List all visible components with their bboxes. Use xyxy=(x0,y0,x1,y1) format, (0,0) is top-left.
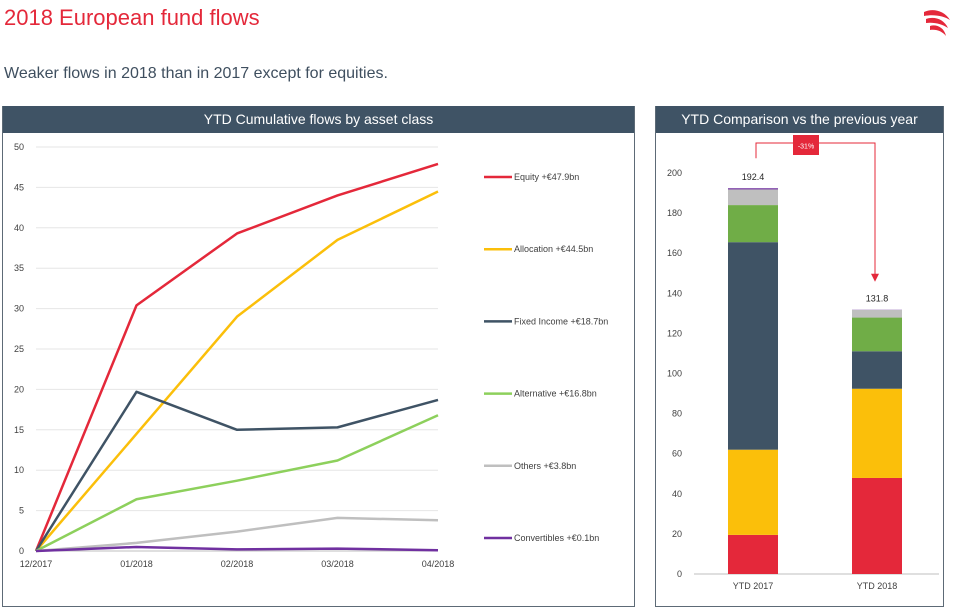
bar-segment xyxy=(728,205,778,242)
bar-total-label: 192.4 xyxy=(742,172,765,182)
legend-label: Fixed Income +€18.7bn xyxy=(514,316,608,326)
y-tick-label: 40 xyxy=(14,223,24,233)
y-tick-label: 10 xyxy=(14,465,24,475)
legend-label: Alternative +€16.8bn xyxy=(514,389,597,399)
bar-segment xyxy=(728,188,778,189)
bar-segment xyxy=(852,318,902,352)
y-tick-label: 25 xyxy=(14,344,24,354)
x-tick-label: 12/2017 xyxy=(20,559,53,569)
bar-total-label: 131.8 xyxy=(866,294,889,304)
bar-segment xyxy=(852,389,902,478)
bar-chart-title: YTD Comparison vs the previous year xyxy=(656,106,943,133)
y-tick-label: 5 xyxy=(19,506,24,516)
y-tick-label: 160 xyxy=(667,248,682,258)
bar-segment xyxy=(728,189,778,205)
line-chart: 0 5 10 15 20 25 30 35 40 45 50 12/2017 01/2018 02/201… xyxy=(3,133,634,606)
y-tick-label: 100 xyxy=(667,369,682,379)
series-line xyxy=(36,547,438,551)
y-tick-label: 200 xyxy=(667,168,682,178)
legend-label: Convertibles +€0.1bn xyxy=(514,533,599,543)
bar-segment xyxy=(728,242,778,450)
y-tick-label: 140 xyxy=(667,288,682,298)
legend-label: Allocation +€44.5bn xyxy=(514,244,593,254)
bar-segment xyxy=(852,351,902,388)
bar-segment xyxy=(728,535,778,574)
line-chart-panel: YTD Cumulative flows by asset class 0 5 10… xyxy=(2,106,635,607)
y-tick-label: 180 xyxy=(667,208,682,218)
legend-label: Equity +€47.9bn xyxy=(514,172,579,182)
y-tick-label: 35 xyxy=(14,263,24,273)
x-tick-label: 04/2018 xyxy=(422,559,455,569)
y-tick-label: 40 xyxy=(672,489,682,499)
y-tick-label: 0 xyxy=(677,569,682,579)
bar-segment xyxy=(852,478,902,574)
series-line xyxy=(36,191,438,551)
series-line xyxy=(36,392,438,551)
line-chart-title: YTD Cumulative flows by asset class xyxy=(3,106,634,133)
bar-chart: 0 20 40 60 80 100 120 140 160 180 200 192.4 YTD 2017… xyxy=(656,133,943,606)
change-arrowhead xyxy=(871,274,879,282)
y-tick-label: 60 xyxy=(672,449,682,459)
y-tick-label: 80 xyxy=(672,409,682,419)
change-label: -31% xyxy=(798,144,814,151)
x-tick-label: YTD 2018 xyxy=(857,581,898,591)
y-tick-label: 50 xyxy=(14,142,24,152)
x-tick-label: 02/2018 xyxy=(221,559,254,569)
legend-label: Others +€3.8bn xyxy=(514,461,576,471)
y-tick-label: 0 xyxy=(19,546,24,556)
y-tick-label: 15 xyxy=(14,425,24,435)
page-subtitle: Weaker flows in 2018 than in 2017 except… xyxy=(4,65,388,83)
y-tick-label: 30 xyxy=(14,304,24,314)
company-logo-icon xyxy=(918,4,954,40)
series-line xyxy=(36,518,438,551)
page-title: 2018 European fund flows xyxy=(4,5,260,31)
x-tick-label: 03/2018 xyxy=(321,559,354,569)
bar-chart-panel: YTD Comparison vs the previous year 0 20 4… xyxy=(655,106,944,607)
x-tick-label: YTD 2017 xyxy=(733,581,774,591)
bar-segment xyxy=(852,310,902,318)
y-tick-label: 20 xyxy=(672,529,682,539)
series-line xyxy=(36,164,438,551)
y-tick-label: 45 xyxy=(14,182,24,192)
x-tick-label: 01/2018 xyxy=(120,559,153,569)
y-tick-label: 20 xyxy=(14,384,24,394)
y-tick-label: 120 xyxy=(667,328,682,338)
bar-segment xyxy=(728,450,778,535)
